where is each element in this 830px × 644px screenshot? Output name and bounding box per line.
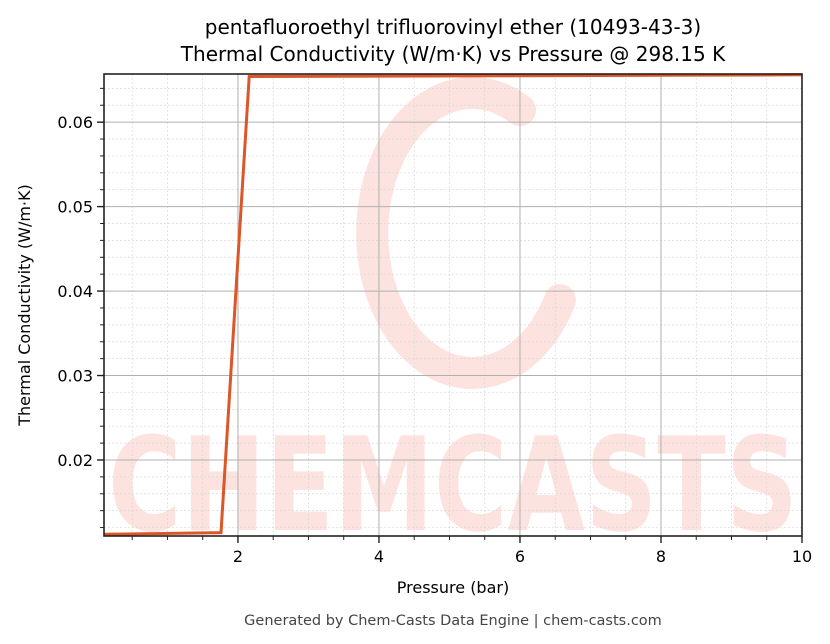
data-series (103, 73, 803, 536)
x-tick-label: 6 (515, 547, 525, 566)
watermark-text: CHEMCASTS (108, 409, 798, 561)
x-tick-label: 4 (374, 547, 384, 566)
axis-ticks: 2 4 6 8 10 0.02 0.03 0.04 0.05 0.06 (57, 87, 812, 566)
x-tick-label: 2 (233, 547, 243, 566)
footer-credit: Generated by Chem-Casts Data Engine | ch… (244, 613, 662, 629)
y-tick-label: 0.06 (57, 113, 93, 132)
x-axis-label: Pressure (bar) (397, 578, 509, 597)
chart-title-line1: pentafluoroethyl trifluorovinyl ether (1… (205, 15, 701, 39)
x-tick-label: 8 (656, 547, 666, 566)
y-tick-label: 0.04 (57, 282, 93, 301)
chart-title-line2: Thermal Conductivity (W/m·K) vs Pressure… (180, 42, 726, 66)
plot-area (104, 74, 802, 536)
y-tick-label: 0.03 (57, 367, 93, 386)
y-axis-label: Thermal Conductivity (W/m·K) (15, 184, 34, 427)
series-line (103, 73, 803, 536)
axes-frame (103, 73, 803, 537)
y-tick-label: 0.02 (57, 451, 93, 470)
y-tick-label: 0.05 (57, 198, 93, 217)
x-tick-label: 10 (792, 547, 812, 566)
